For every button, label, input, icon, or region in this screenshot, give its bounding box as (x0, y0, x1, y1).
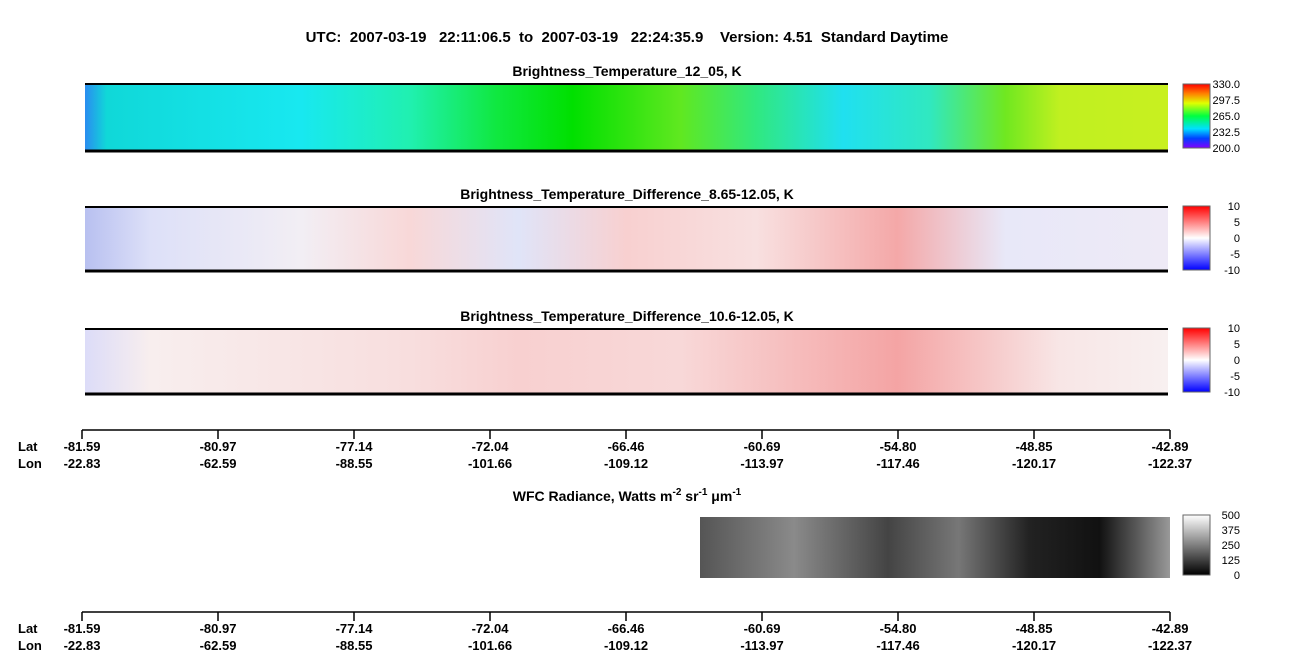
lat-tick-label: -60.69 (744, 439, 781, 454)
title-part: sr (681, 488, 699, 504)
lon-tick-label: -22.83 (64, 638, 101, 653)
colorbar-label: 5 (1234, 339, 1240, 351)
lat-label: Lat (18, 621, 38, 636)
colorbar-label: 500 (1222, 510, 1240, 522)
btd1-image (85, 207, 1168, 271)
lon-tick-label: -109.12 (604, 638, 648, 653)
bt-image (85, 84, 1168, 151)
lat-tick-label: -80.97 (200, 439, 237, 454)
colorbar-label: 0 (1234, 233, 1240, 245)
lat-tick-label: -42.89 (1152, 439, 1189, 454)
lat-tick-label: -48.85 (1016, 439, 1053, 454)
colorbar (1182, 327, 1211, 393)
lon-tick-label: -88.55 (336, 638, 373, 653)
lat-tick-label: -54.80 (880, 621, 917, 636)
lon-tick-label: -109.12 (604, 456, 648, 471)
colorbar (1182, 514, 1211, 576)
lon-tick-label: -101.66 (468, 638, 512, 653)
lat-tick-label: -42.89 (1152, 621, 1189, 636)
lat-tick-label: -77.14 (336, 439, 374, 454)
lat-tick-label: -72.04 (472, 621, 510, 636)
lat-tick-label: -66.46 (608, 439, 645, 454)
lat-label: Lat (18, 439, 38, 454)
title-sup: -1 (699, 487, 708, 498)
page-title: UTC: 2007-03-19 22:11:06.5 to 2007-03-19… (306, 29, 949, 46)
lon-tick-label: -117.46 (876, 456, 919, 471)
wfc-image (700, 517, 1170, 578)
colorbar-label: 0 (1234, 570, 1240, 582)
colorbar-label: 297.5 (1212, 95, 1240, 107)
colorbar-label: 0 (1234, 355, 1240, 367)
lon-tick-label: -117.46 (876, 638, 919, 653)
panel-title: Brightness_Temperature_12_05, K (512, 63, 741, 79)
lon-tick-label: -62.59 (200, 456, 237, 471)
panel-title: Brightness_Temperature_Difference_10.6-1… (460, 308, 794, 324)
lon-tick-label: -62.59 (200, 638, 237, 653)
lon-label: Lon (18, 638, 42, 653)
lon-tick-label: -88.55 (336, 456, 373, 471)
lon-tick-label: -22.83 (64, 456, 101, 471)
colorbar-label: 265.0 (1212, 111, 1240, 123)
wfc-title: WFC Radiance, Watts m-2 sr-1 μm-1 (513, 487, 742, 504)
lat-tick-label: -80.97 (200, 621, 237, 636)
lon-label: Lon (18, 456, 42, 471)
title-sup: -1 (732, 487, 741, 498)
colorbar-label: 10 (1228, 201, 1240, 213)
btd2-image (85, 329, 1168, 394)
colorbar-label: -10 (1224, 387, 1240, 399)
lon-tick-label: -113.97 (740, 638, 783, 653)
colorbar (1182, 205, 1211, 271)
lat-tick-label: -54.80 (880, 439, 917, 454)
colorbar (1182, 83, 1211, 149)
colorbar-label: 232.5 (1212, 127, 1240, 139)
colorbar-label: -5 (1230, 371, 1240, 383)
lon-tick-label: -101.66 (468, 456, 512, 471)
colorbar-label: 375 (1222, 525, 1240, 537)
lat-tick-label: -77.14 (336, 621, 374, 636)
title-part: μm (707, 488, 732, 504)
colorbar-label: -5 (1230, 249, 1240, 261)
lat-tick-label: -48.85 (1016, 621, 1053, 636)
colorbar-label: 330.0 (1212, 79, 1240, 91)
title-part: WFC Radiance, Watts m (513, 488, 673, 504)
lon-tick-label: -120.17 (1012, 638, 1056, 653)
lat-tick-label: -66.46 (608, 621, 645, 636)
colorbar-label: 125 (1222, 555, 1240, 567)
lat-tick-label: -72.04 (472, 439, 510, 454)
lat-tick-label: -81.59 (64, 439, 101, 454)
lon-tick-label: -122.37 (1148, 638, 1192, 653)
lat-tick-label: -60.69 (744, 621, 781, 636)
lon-tick-label: -120.17 (1012, 456, 1056, 471)
lon-tick-label: -113.97 (740, 456, 783, 471)
colorbar-label: 200.0 (1212, 143, 1240, 155)
title-sup: -2 (672, 487, 681, 498)
images (85, 83, 1211, 578)
colorbar-label: 10 (1228, 323, 1240, 335)
lat-tick-label: -81.59 (64, 621, 101, 636)
colorbar-label: 250 (1222, 540, 1240, 552)
panel-title: Brightness_Temperature_Difference_8.65-1… (460, 186, 794, 202)
lon-tick-label: -122.37 (1148, 456, 1192, 471)
colorbar-label: 5 (1234, 217, 1240, 229)
colorbar-label: -10 (1224, 265, 1240, 277)
